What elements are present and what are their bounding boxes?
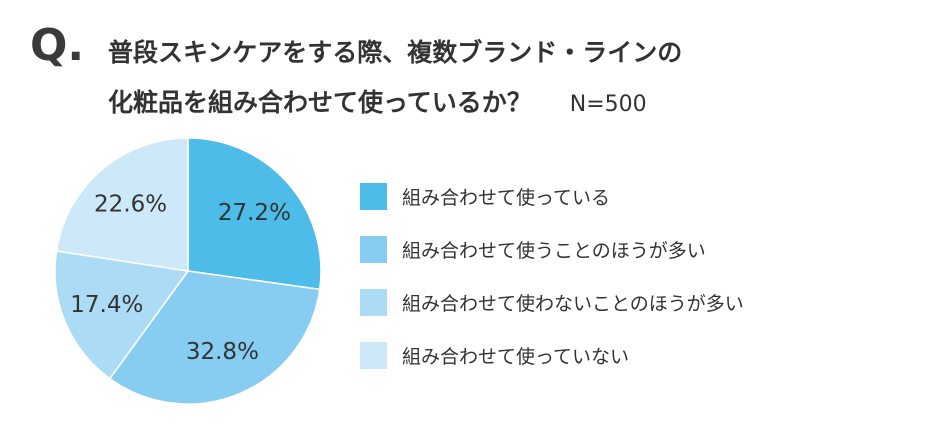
legend-label: 組み合わせて使わないことのほうが多い (402, 293, 744, 315)
legend-item-4: 組み合わせて使っていない (360, 342, 744, 369)
legend-swatch (360, 289, 387, 316)
legend-item-2: 組み合わせて使うことのほうが多い (360, 236, 744, 263)
legend-label: 組み合わせて使っていない (402, 346, 630, 368)
question-line-2: 化粧品を組み合わせて使っているか？ N=500 (108, 78, 908, 130)
legend-label: 組み合わせて使うことのほうが多い (402, 240, 706, 262)
pie-slice-3 (54, 250, 190, 380)
question-line-1: 普段スキンケアをする際、複数ブランド・ラインの (108, 38, 683, 67)
legend-swatch (360, 342, 387, 369)
pie-slice-label-1: 27.2% (218, 200, 291, 226)
question-mark-label: Q. (30, 20, 85, 71)
legend-label: 組み合わせて使っている (402, 187, 611, 209)
pie-slice-label-3: 17.4% (70, 292, 143, 318)
pie-slice-label-4: 22.6% (94, 191, 167, 217)
chart-legend: 組み合わせて使っている組み合わせて使うことのほうが多い組み合わせて使わないことの… (360, 183, 744, 395)
pie-slice-1 (187, 137, 322, 291)
pie-slice-label-2: 32.8% (186, 339, 259, 365)
legend-item-3: 組み合わせて使わないことのほうが多い (360, 289, 744, 316)
legend-swatch (360, 236, 387, 263)
sample-size-label: N=500 (569, 92, 647, 117)
question-header: 普段スキンケアをする際、複数ブランド・ラインの 化粧品を組み合わせて使っているか… (108, 28, 908, 130)
pie-slice-2 (108, 270, 321, 405)
legend-item-1: 組み合わせて使っている (360, 183, 744, 210)
legend-swatch (360, 183, 387, 210)
question-line-2-text: 化粧品を組み合わせて使っているか？ (108, 88, 532, 117)
pie-slice-4 (55, 137, 189, 272)
